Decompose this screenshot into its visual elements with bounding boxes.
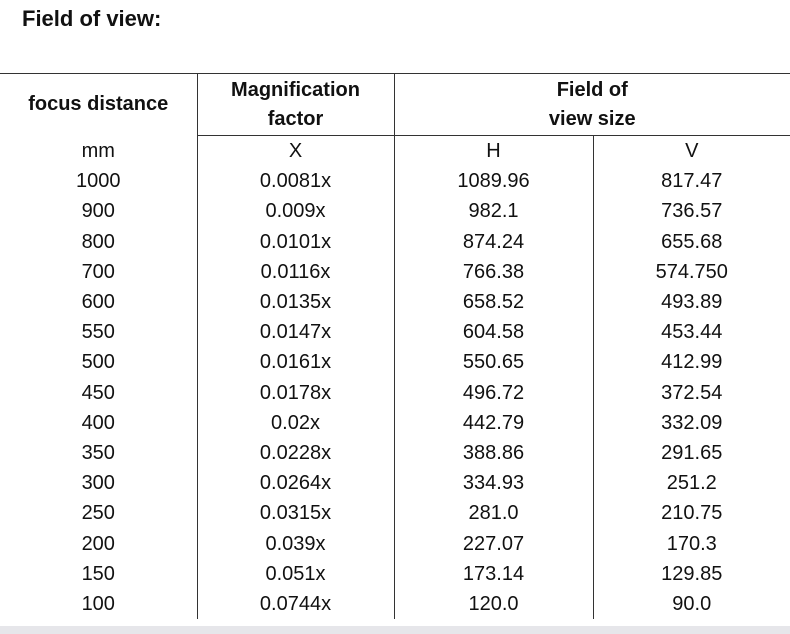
data-cell: 736.57 <box>592 196 790 227</box>
data-cell: 900 <box>81 200 115 223</box>
data-cell: 550 <box>81 321 115 344</box>
data-cell: 800 <box>81 230 115 253</box>
data-cell: 1000 <box>76 170 121 193</box>
header-cell: Field of view size <box>393 73 790 136</box>
data-row: 450 0.0178x 496.72 372.54 <box>0 377 790 408</box>
data-cell: 0.0081x <box>196 166 394 197</box>
data-row: 200 0.039x 227.07 170.3 <box>0 528 790 559</box>
data-cell: 0.0178x <box>196 377 394 408</box>
data-row: 550 0.0147x 604.58 453.44 <box>0 317 790 348</box>
data-cell: 874.24 <box>393 226 593 257</box>
data-cell: 442.79 <box>393 407 593 438</box>
data-cell: 0.0116x <box>196 256 394 287</box>
data-cell: 0.009x <box>196 196 394 227</box>
data-cell: 412.99 <box>592 347 790 378</box>
data-row: 250 0.0315x 281.0 210.75 <box>0 498 790 529</box>
data-cell: 173.14 <box>393 558 593 589</box>
data-cell: 817.47 <box>592 166 790 197</box>
data-cell: 493.89 <box>592 286 790 318</box>
units-row: mm X H V <box>0 135 790 167</box>
header-text: Magnification factor <box>231 78 360 130</box>
data-cell: 281.0 <box>393 498 593 529</box>
data-cell: 1089.96 <box>393 166 593 197</box>
data-cell: 604.58 <box>393 317 593 348</box>
data-cell: 0.0744x <box>196 588 394 619</box>
data-cell: 334.93 <box>393 468 593 499</box>
data-cell: 0.0228x <box>196 437 394 469</box>
data-row: 1000 0.0081x 1089.96 817.47 <box>0 166 790 197</box>
data-row: 300 0.0264x 334.93 251.2 <box>0 468 790 499</box>
data-row: 150 0.051x 173.14 129.85 <box>0 558 790 589</box>
data-cell: 170.3 <box>592 528 790 559</box>
unit-cell: mm <box>81 139 115 162</box>
data-row: 900 0.009x 982.1 736.57 <box>0 196 790 227</box>
data-cell: 120.0 <box>393 588 593 619</box>
data-cell: 129.85 <box>592 558 790 589</box>
unit-cell: X <box>196 135 394 167</box>
data-cell: 210.75 <box>592 498 790 529</box>
data-row: 600 0.0135x 658.52 493.89 <box>0 286 790 318</box>
header-cell: Magnification factor <box>196 73 394 136</box>
header-text: focus distance <box>28 93 169 116</box>
data-cell: 655.68 <box>592 226 790 257</box>
data-cell: 300 <box>81 472 115 495</box>
bottom-bar <box>0 626 790 634</box>
data-cell: 332.09 <box>592 407 790 438</box>
data-cell: 250 <box>81 502 115 525</box>
data-row: 700 0.0116x 766.38 574.750 <box>0 256 790 287</box>
data-row: 100 0.0744x 120.0 90.0 <box>0 588 790 619</box>
data-cell: 658.52 <box>393 286 593 318</box>
data-cell: 0.039x <box>196 528 394 559</box>
data-cell: 600 <box>81 291 115 314</box>
data-cell: 200 <box>81 532 115 555</box>
title: Field of view: <box>22 6 162 31</box>
header-cell: focus distance <box>0 73 197 136</box>
data-cell: 0.0264x <box>196 468 394 499</box>
table-body: mm X H V 1000 0.0081x 1089.96 817.47 900 0.009x 98… <box>0 135 790 619</box>
data-cell: 982.1 <box>393 196 593 227</box>
unit-cell: H <box>393 135 593 167</box>
data-cell: 574.750 <box>592 256 790 287</box>
data-cell: 251.2 <box>592 468 790 499</box>
data-row: 500 0.0161x 550.65 412.99 <box>0 347 790 378</box>
data-cell: 0.0161x <box>196 347 394 378</box>
data-cell: 350 <box>81 441 115 464</box>
data-cell: 766.38 <box>393 256 593 287</box>
data-cell: 453.44 <box>592 317 790 348</box>
data-cell: 0.0135x <box>196 286 394 318</box>
unit-cell: V <box>592 135 790 167</box>
data-cell: 372.54 <box>592 377 790 408</box>
data-cell: 400 <box>81 411 115 434</box>
header-text: Field of view size <box>548 78 636 130</box>
data-cell: 550.65 <box>393 347 593 378</box>
data-cell: 150 <box>81 562 115 585</box>
data-row: 400 0.02x 442.79 332.09 <box>0 407 790 438</box>
data-cell: 500 <box>81 351 115 374</box>
data-cell: 388.86 <box>393 437 593 469</box>
data-cell: 100 <box>81 592 115 615</box>
data-cell: 0.0315x <box>196 498 394 529</box>
header-row: focus distance Magnification factor Fiel… <box>0 73 790 136</box>
data-cell: 90.0 <box>592 588 790 619</box>
data-cell: 0.0147x <box>196 317 394 348</box>
data-cell: 700 <box>81 260 115 283</box>
data-cell: 227.07 <box>393 528 593 559</box>
data-cell: 291.65 <box>592 437 790 469</box>
data-cell: 496.72 <box>393 377 593 408</box>
fov-table: focus distance Magnification factor Fiel… <box>0 73 790 619</box>
data-row: 350 0.0228x 388.86 291.65 <box>0 437 790 469</box>
data-cell: 450 <box>81 381 115 404</box>
data-cell: 0.02x <box>196 407 394 438</box>
data-row: 800 0.0101x 874.24 655.68 <box>0 226 790 257</box>
data-cell: 0.051x <box>196 558 394 589</box>
data-cell: 0.0101x <box>196 226 394 257</box>
